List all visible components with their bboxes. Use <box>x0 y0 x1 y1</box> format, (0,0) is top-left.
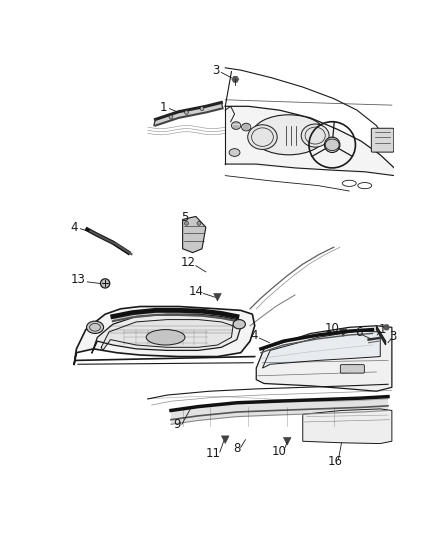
Text: 1: 1 <box>379 323 386 336</box>
Polygon shape <box>384 325 389 329</box>
Ellipse shape <box>241 123 251 131</box>
Circle shape <box>325 137 340 152</box>
Text: 12: 12 <box>180 256 195 269</box>
Circle shape <box>200 107 204 110</box>
Ellipse shape <box>146 329 185 345</box>
Text: 11: 11 <box>206 447 221 460</box>
Text: 5: 5 <box>181 212 189 224</box>
Polygon shape <box>87 230 132 255</box>
Polygon shape <box>303 409 392 443</box>
Circle shape <box>169 115 173 119</box>
Polygon shape <box>183 216 206 253</box>
Text: 16: 16 <box>328 455 343 468</box>
Text: 13: 13 <box>71 273 85 286</box>
Polygon shape <box>225 106 394 175</box>
Circle shape <box>184 221 188 225</box>
Ellipse shape <box>233 320 245 329</box>
Polygon shape <box>283 438 291 445</box>
FancyBboxPatch shape <box>371 128 394 152</box>
Text: 3: 3 <box>389 330 396 343</box>
Polygon shape <box>214 294 221 301</box>
Text: 10: 10 <box>272 445 287 458</box>
Polygon shape <box>221 436 229 443</box>
Ellipse shape <box>301 124 329 147</box>
Ellipse shape <box>231 122 241 130</box>
Polygon shape <box>256 326 392 391</box>
Polygon shape <box>376 326 386 345</box>
Polygon shape <box>113 310 237 322</box>
Polygon shape <box>155 102 221 126</box>
Text: 4: 4 <box>71 221 78 233</box>
Text: 4: 4 <box>250 329 258 342</box>
Text: 10: 10 <box>325 321 339 335</box>
Ellipse shape <box>248 125 277 149</box>
Text: 9: 9 <box>173 418 181 431</box>
Circle shape <box>100 279 110 288</box>
Text: 6: 6 <box>356 326 363 339</box>
Polygon shape <box>262 331 380 368</box>
FancyBboxPatch shape <box>340 365 364 373</box>
Polygon shape <box>74 306 255 364</box>
Ellipse shape <box>229 149 240 156</box>
Ellipse shape <box>325 139 339 151</box>
Polygon shape <box>101 320 233 350</box>
Circle shape <box>184 110 188 115</box>
Text: 14: 14 <box>188 285 203 297</box>
Polygon shape <box>92 314 241 353</box>
Text: 1: 1 <box>159 101 167 114</box>
Polygon shape <box>232 77 238 82</box>
Polygon shape <box>171 397 388 424</box>
Ellipse shape <box>87 321 103 334</box>
Ellipse shape <box>252 115 325 155</box>
Text: 8: 8 <box>233 442 240 456</box>
Circle shape <box>197 221 201 225</box>
Text: 3: 3 <box>212 64 219 77</box>
Polygon shape <box>339 329 347 336</box>
